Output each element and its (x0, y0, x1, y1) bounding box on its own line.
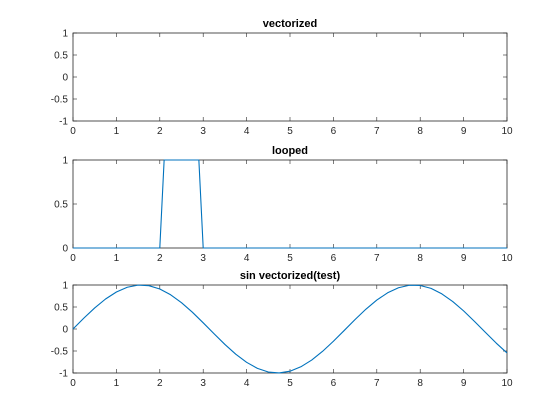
x-tick-label: 7 (374, 126, 380, 137)
x-tick-label: 2 (157, 378, 163, 389)
x-tick-label: 3 (200, 253, 206, 264)
series-line (72, 284, 508, 374)
y-tick-label: 0.5 (54, 51, 68, 62)
y-tick-label: 0 (62, 73, 68, 84)
axes-box (72, 159, 508, 249)
y-tick-label: 0 (62, 244, 68, 255)
x-tick-label: 4 (244, 126, 250, 137)
subplot-3: sin vectorized(test) 0 1 2 3 4 5 6 7 8 9 10 -1 -0.5 0 0… (51, 270, 513, 389)
y-tick-label: -0.5 (51, 95, 69, 106)
y-tick-label: 0 (62, 325, 68, 336)
y-tick-label: 0.5 (54, 303, 68, 314)
x-tick-label: 7 (374, 378, 380, 389)
x-tick-label: 10 (501, 378, 513, 389)
subplot-2: looped 0 1 2 3 4 5 6 7 8 9 10 0 0.5 1 (54, 145, 513, 264)
x-tick-label: 5 (287, 378, 293, 389)
axes-box (72, 284, 508, 374)
x-tick-label: 5 (287, 126, 293, 137)
x-tick-label: 0 (70, 253, 76, 264)
y-tick-label: 1 (62, 156, 68, 167)
y-tick-label: -1 (59, 117, 68, 128)
x-tick-label: 1 (114, 378, 120, 389)
x-tick-label: 3 (200, 378, 206, 389)
x-tick-label: 9 (461, 378, 467, 389)
x-tick-label: 8 (417, 253, 423, 264)
series-line (73, 159, 507, 249)
x-tick-label: 0 (70, 126, 76, 137)
x-tick-label: 9 (461, 126, 467, 137)
x-tick-label: 6 (331, 378, 337, 389)
chart-title: sin vectorized(test) (240, 270, 341, 282)
x-tick-label: 6 (331, 126, 337, 137)
x-tick-label: 2 (157, 126, 163, 137)
y-tick-label: 1 (62, 281, 68, 292)
x-tick-label: 10 (501, 126, 513, 137)
x-tick-label: 1 (114, 253, 120, 264)
x-tick-label: 9 (461, 253, 467, 264)
y-tick-label: 1 (62, 29, 68, 40)
chart-title: vectorized (263, 18, 317, 30)
x-tick-label: 4 (244, 253, 250, 264)
chart-title: looped (272, 145, 308, 157)
x-tick-label: 7 (374, 253, 380, 264)
x-tick-label: 10 (501, 253, 513, 264)
x-tick-label: 2 (157, 253, 163, 264)
y-tick-label: -1 (59, 369, 68, 380)
x-tick-label: 3 (200, 126, 206, 137)
y-tick-label: -0.5 (51, 347, 69, 358)
x-tick-label: 8 (417, 378, 423, 389)
x-tick-label: 4 (244, 378, 250, 389)
subplot-1: vectorized 0 1 2 3 4 5 6 7 8 9 10 -1 -0.5 0 0.5 1 (51, 18, 513, 137)
x-tick-label: 6 (331, 253, 337, 264)
x-tick-label: 5 (287, 253, 293, 264)
y-tick-label: 0.5 (54, 200, 68, 211)
x-tick-label: 1 (114, 126, 120, 137)
x-tick-label: 0 (70, 378, 76, 389)
axes-box (72, 32, 508, 122)
x-tick-label: 8 (417, 126, 423, 137)
